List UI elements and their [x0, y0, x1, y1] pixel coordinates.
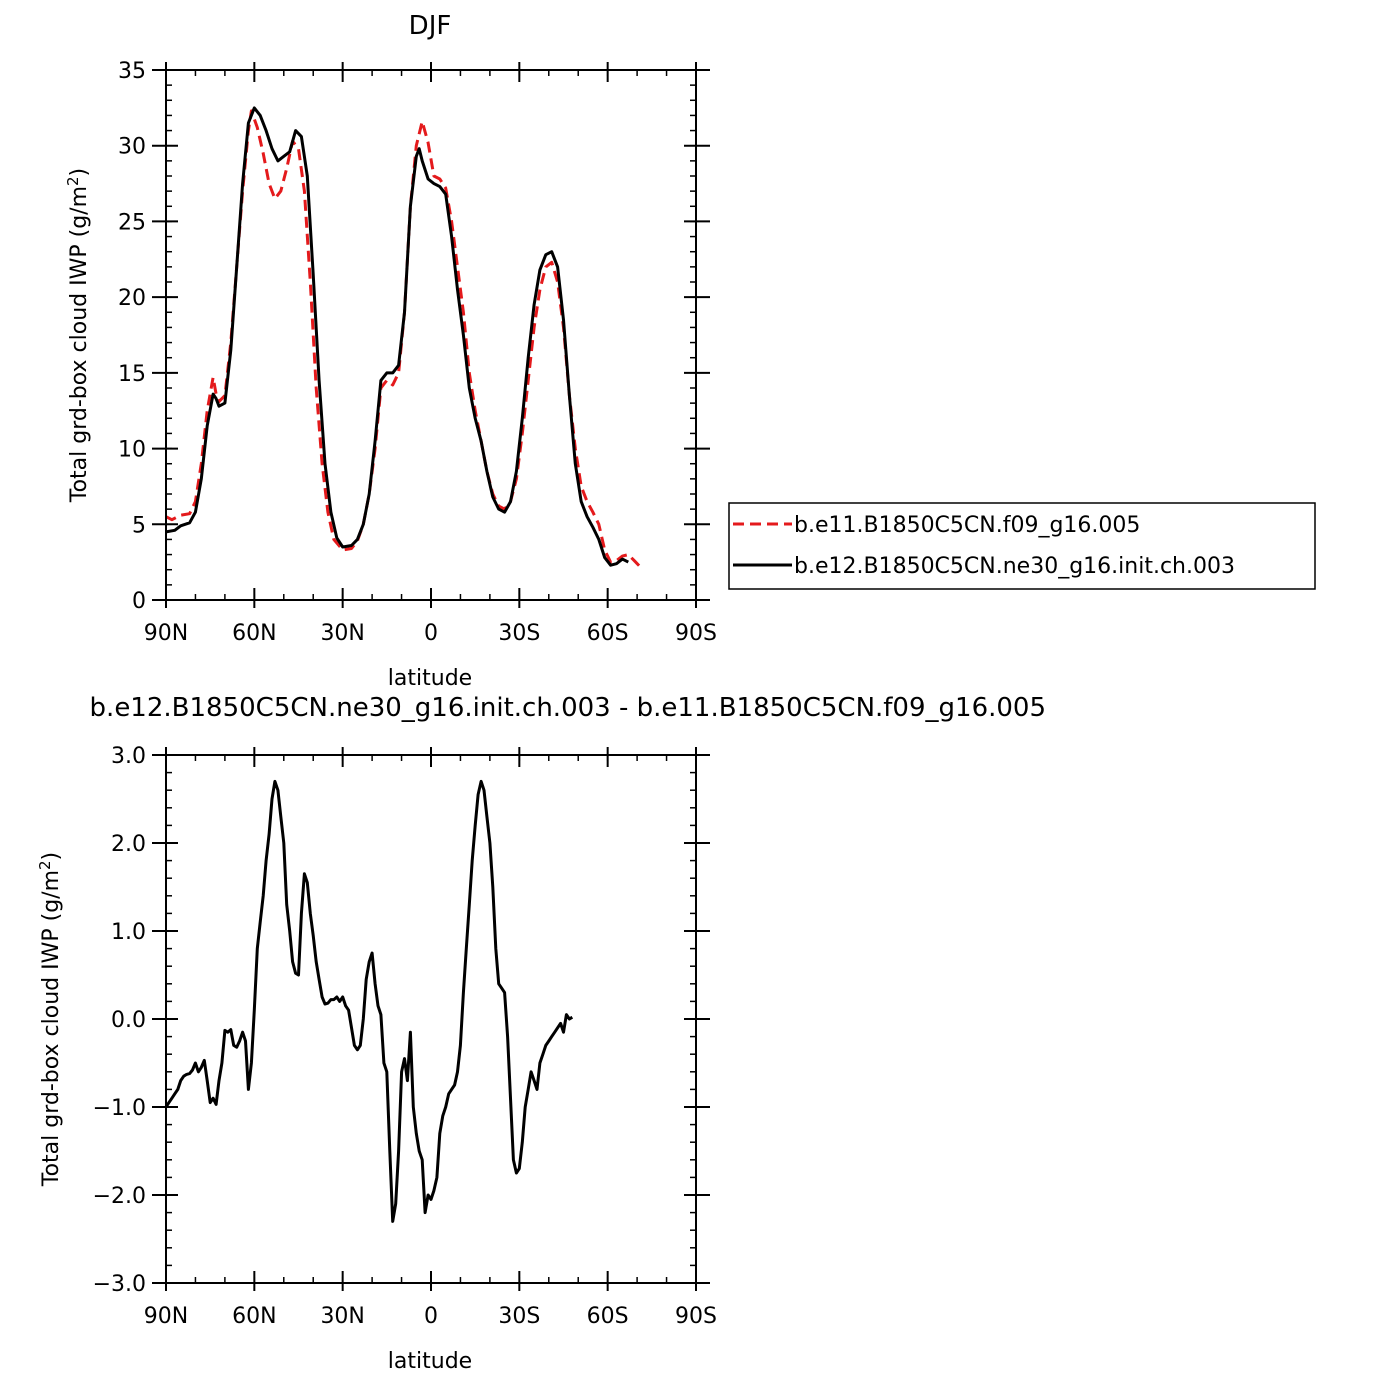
bottom-x-tick-label: 0: [424, 1304, 438, 1329]
bottom-ticks: 90N 60N 30N 0 30S 60S 90S −3.0 −2.0 −1.0 0.0 1.0 2.0…: [93, 744, 717, 1329]
bottom-xlabel: latitude: [388, 1349, 472, 1374]
top-x-tick-label: 30N: [320, 621, 364, 646]
top-x-tick-label: 90S: [675, 621, 717, 646]
bottom-x-tick-label: 60S: [587, 1304, 629, 1329]
legend-label-series-1: b.e11.B1850C5CN.f09_g16.005: [794, 513, 1140, 538]
bottom-series: [164, 779, 574, 1223]
bottom-y-tick-label: 0.0: [111, 1008, 146, 1033]
bottom-x-tick-label: 30N: [320, 1304, 364, 1329]
bottom-y-tick-label: 1.0: [111, 920, 146, 945]
bottom-x-tick-label: 90S: [675, 1304, 717, 1329]
bottom-plot-frame: [165, 754, 697, 1284]
top-y-tick-label: 5: [132, 513, 146, 538]
bottom-y-tick-label: −2.0: [93, 1184, 146, 1209]
bottom-x-tick-label: 90N: [144, 1304, 188, 1329]
top-panel: DJF 90N 60N 30N 0 30S 60S 90S 0 5 10 15 20 25 30 35 la…: [64, 11, 1316, 691]
top-ylabel: Total grd-box cloud IWP (g/m2): [64, 168, 92, 503]
legend-label-series-2: b.e12.B1850C5CN.ne30_g16.init.ch.003: [794, 554, 1235, 579]
top-x-tick-label: 60S: [587, 621, 629, 646]
top-series: [165, 106, 642, 568]
bottom-x-tick-label: 60N: [232, 1304, 276, 1329]
top-y-tick-label: 25: [118, 210, 146, 235]
bottom-x-tick-label: 30S: [498, 1304, 540, 1329]
top-x-tick-label: 0: [424, 621, 438, 646]
top-chart-title: DJF: [409, 11, 452, 41]
top-y-tick-label: 30: [118, 135, 146, 160]
top-y-tick-label: 15: [118, 362, 146, 387]
top-plot-frame: [165, 69, 697, 601]
bottom-chart-title: b.e12.B1850C5CN.ne30_g16.init.ch.003 - b…: [90, 693, 1046, 723]
top-xlabel: latitude: [388, 666, 472, 691]
top-x-tick-label: 90N: [144, 621, 188, 646]
bottom-y-tick-label: 3.0: [111, 744, 146, 769]
top-y-tick-label: 35: [118, 59, 146, 84]
top-x-tick-label: 60N: [232, 621, 276, 646]
bottom-ylabel: Total grd-box cloud IWP (g/m2): [36, 852, 64, 1187]
bottom-series-line-1: [164, 779, 574, 1223]
bottom-y-tick-label: −3.0: [93, 1272, 146, 1297]
top-series-line-2: [165, 106, 629, 567]
top-y-tick-label: 10: [118, 438, 146, 463]
bottom-y-tick-label: 2.0: [111, 832, 146, 857]
legend: b.e11.B1850C5CN.f09_g16.005 b.e12.B1850C…: [728, 502, 1316, 590]
top-y-tick-label: 20: [118, 286, 146, 311]
bottom-y-tick-label: −1.0: [93, 1096, 146, 1121]
top-x-tick-label: 30S: [498, 621, 540, 646]
top-y-tick-label: 0: [132, 589, 146, 614]
legend-box: [728, 502, 1316, 590]
bottom-panel: b.e12.B1850C5CN.ne30_g16.init.ch.003 - b…: [36, 693, 1046, 1374]
